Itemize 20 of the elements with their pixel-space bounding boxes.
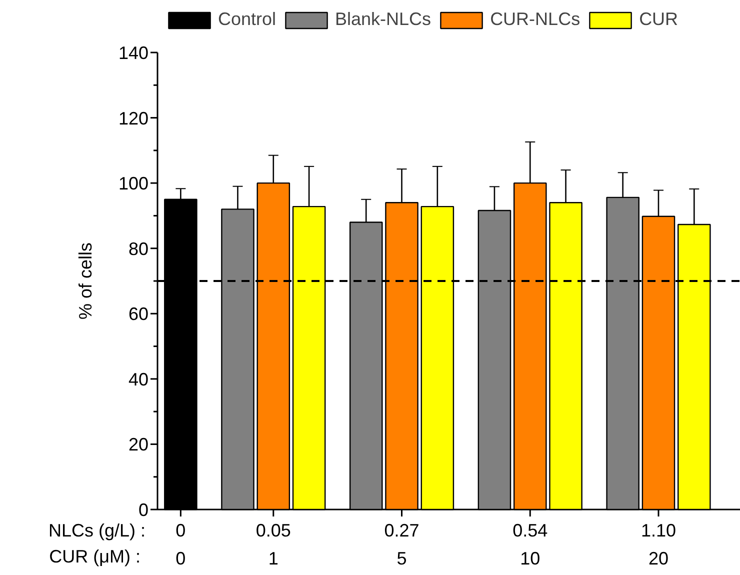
y-tick-label: 0 <box>138 500 149 520</box>
x-tick-label: 0.27 5 <box>384 520 420 568</box>
y-tick-label: 40 <box>128 369 149 390</box>
legend-label: CUR <box>639 9 678 30</box>
y-tick-label: 80 <box>128 238 149 259</box>
text: CUR (μM) : <box>49 546 141 566</box>
x-tick-label: 0.05 1 <box>256 520 291 568</box>
legend-label: Blank-NLCs <box>335 9 432 30</box>
x-tick-label: 0.54 10 <box>512 520 548 568</box>
x-tick-label: 0 0 <box>176 520 186 568</box>
y-tick-label: 140 <box>118 43 149 63</box>
y-tick-label: 100 <box>118 174 149 194</box>
y-tick-label: 60 <box>128 304 149 324</box>
legend-label: Control <box>218 9 276 30</box>
x-tick-label: 1.10 20 <box>640 520 676 568</box>
y-tick-label: 20 <box>128 434 149 455</box>
legend-label: CUR-NLCs <box>490 9 580 30</box>
y-tick-label: 120 <box>118 108 149 128</box>
text: NLCs (g/L) : <box>48 520 146 540</box>
y-axis-title: % of cells <box>76 242 96 320</box>
